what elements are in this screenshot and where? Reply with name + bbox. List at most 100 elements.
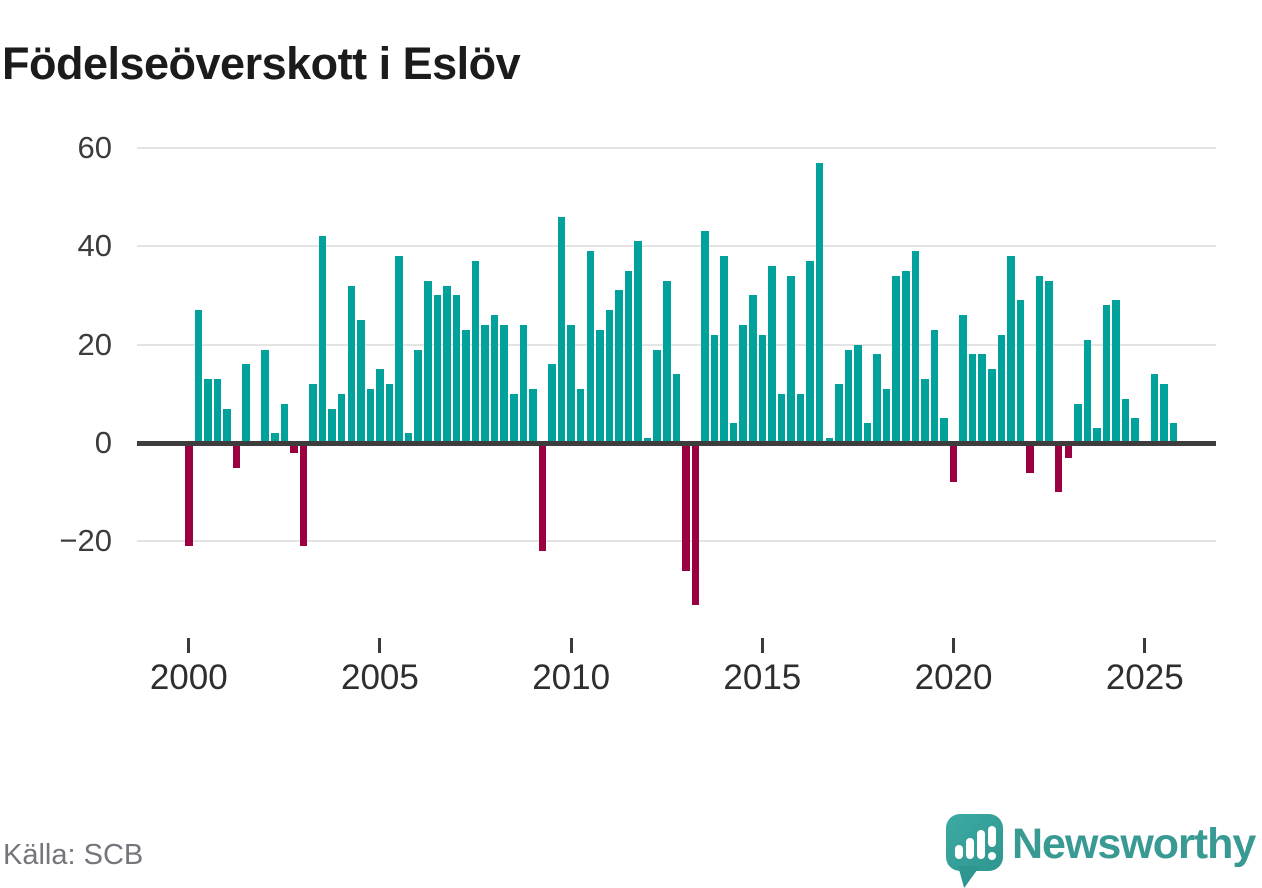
bar-2002-Q2	[271, 433, 279, 443]
y-axis-label-40: 40	[77, 228, 112, 264]
bar-2007-Q4	[481, 324, 489, 443]
bar-2020-Q2	[959, 315, 967, 443]
bar-2010-Q1	[567, 324, 575, 443]
bar-2001-Q3	[242, 364, 250, 443]
x-axis-label-2010: 2010	[532, 658, 611, 697]
bar-2010-Q3	[586, 251, 595, 443]
bar-2018-Q3	[892, 275, 900, 443]
bar-2001-Q1	[223, 408, 231, 443]
x-axis-label-2005: 2005	[341, 658, 419, 697]
bar-2003-Q4	[328, 408, 336, 443]
bar-2005-Q2	[385, 383, 394, 443]
x-axis-tick-2020	[952, 638, 956, 653]
bar-2005-Q1	[376, 369, 384, 443]
bar-chart: 60 40 20 0 −20 2000 2005 2010 2015 2020 2025	[59, 130, 1216, 697]
y-axis-label--20: −20	[59, 523, 112, 559]
bar-2022-Q2	[1035, 275, 1044, 443]
x-axis-label-2000: 2000	[149, 658, 228, 697]
x-axis-tick-2015	[760, 638, 764, 653]
bar-2013-Q4	[710, 334, 719, 443]
bar-2015-Q2	[768, 265, 776, 443]
bar-2024-Q3	[1121, 398, 1130, 443]
bar-2006-Q4	[443, 285, 451, 443]
bar-2019-Q4	[940, 418, 948, 443]
x-axis-tick-2025	[1143, 638, 1147, 653]
logo-exclamation-dot	[988, 852, 996, 860]
chart-title: Födelseöverskott i Eslöv	[2, 38, 521, 90]
bar-2011-Q3	[624, 270, 633, 443]
bar-2002-Q3	[280, 403, 289, 443]
bar-2014-Q3	[739, 324, 747, 443]
gridline-60	[137, 146, 1216, 149]
logo-exclamation-stem	[988, 826, 996, 847]
y-axis-label-0: 0	[94, 425, 112, 460]
bar-2003-Q2	[309, 383, 317, 443]
bar-2019-Q2	[921, 379, 929, 443]
bar-2024-Q4	[1131, 418, 1139, 443]
bar-2016-Q1	[796, 393, 805, 443]
bar-2022-Q3	[1045, 280, 1053, 443]
bar-2017-Q1	[835, 383, 843, 443]
bar-2012-Q3	[663, 280, 671, 443]
bar-2024-Q2	[1112, 300, 1120, 443]
bar-2008-Q3	[510, 393, 518, 443]
bar-2000-Q1	[185, 443, 193, 547]
bar-2020-Q4	[978, 354, 986, 443]
bar-2004-Q1	[337, 393, 346, 443]
bar-2007-Q1	[452, 295, 461, 443]
bar-2007-Q2	[462, 329, 470, 443]
bar-2020-Q1	[949, 443, 958, 483]
bar-2014-Q4	[749, 295, 757, 443]
bar-2004-Q2	[347, 285, 356, 443]
bar-2006-Q1	[414, 349, 422, 443]
bar-2011-Q2	[615, 290, 623, 443]
x-axis-label-2020: 2020	[914, 658, 993, 697]
bar-2023-Q3	[1083, 339, 1092, 443]
bar-2009-Q3	[548, 364, 556, 443]
gridline-20	[137, 343, 1216, 346]
bar-2003-Q3	[318, 236, 327, 443]
bar-2012-Q4	[672, 374, 681, 443]
bar-2015-Q4	[787, 275, 795, 443]
logo-bar-tall	[977, 830, 985, 859]
x-axis-tick-2000	[187, 638, 191, 653]
bar-2008-Q2	[500, 324, 508, 443]
bar-2001-Q2	[232, 443, 241, 468]
bar-2013-Q2	[691, 443, 700, 606]
bar-2012-Q2	[653, 349, 661, 443]
bar-2000-Q4	[213, 379, 222, 443]
source-caption: Källa: SCB	[3, 839, 144, 871]
bar-2002-Q1	[261, 349, 269, 443]
logo-bar-small	[955, 845, 963, 859]
bar-2005-Q4	[404, 433, 413, 443]
bar-2000-Q3	[204, 379, 212, 443]
bar-2021-Q4	[1016, 300, 1025, 443]
bar-2010-Q4	[596, 329, 604, 443]
x-axis-tick-2010	[569, 638, 573, 653]
bar-2017-Q4	[863, 423, 872, 443]
bar-2022-Q4	[1054, 443, 1063, 493]
bar-2016-Q3	[815, 162, 824, 443]
bar-2003-Q1	[299, 443, 308, 547]
newsworthy-logo-icon	[946, 814, 1003, 871]
logo-bar-medium	[966, 838, 974, 859]
bar-2010-Q2	[576, 388, 585, 443]
bar-2004-Q4	[366, 388, 375, 443]
bar-2018-Q4	[902, 270, 910, 443]
bar-2017-Q3	[854, 344, 862, 443]
bar-2009-Q1	[529, 388, 537, 443]
bar-2008-Q1	[490, 315, 499, 443]
bar-2023-Q1	[1064, 443, 1073, 458]
bar-2017-Q2	[844, 349, 853, 443]
bar-2011-Q4	[634, 241, 642, 443]
bar-2000-Q2	[194, 310, 203, 443]
newsworthy-logo: Newsworthy	[946, 814, 1258, 888]
bar-2015-Q3	[777, 393, 786, 443]
bar-2004-Q3	[357, 320, 365, 443]
bar-2009-Q4	[557, 216, 566, 443]
bar-2025-Q3	[1160, 383, 1168, 443]
bar-2024-Q1	[1102, 305, 1111, 443]
bar-2013-Q1	[682, 443, 690, 571]
bar-2016-Q2	[806, 260, 814, 443]
x-axis-tick-2005	[378, 638, 382, 653]
